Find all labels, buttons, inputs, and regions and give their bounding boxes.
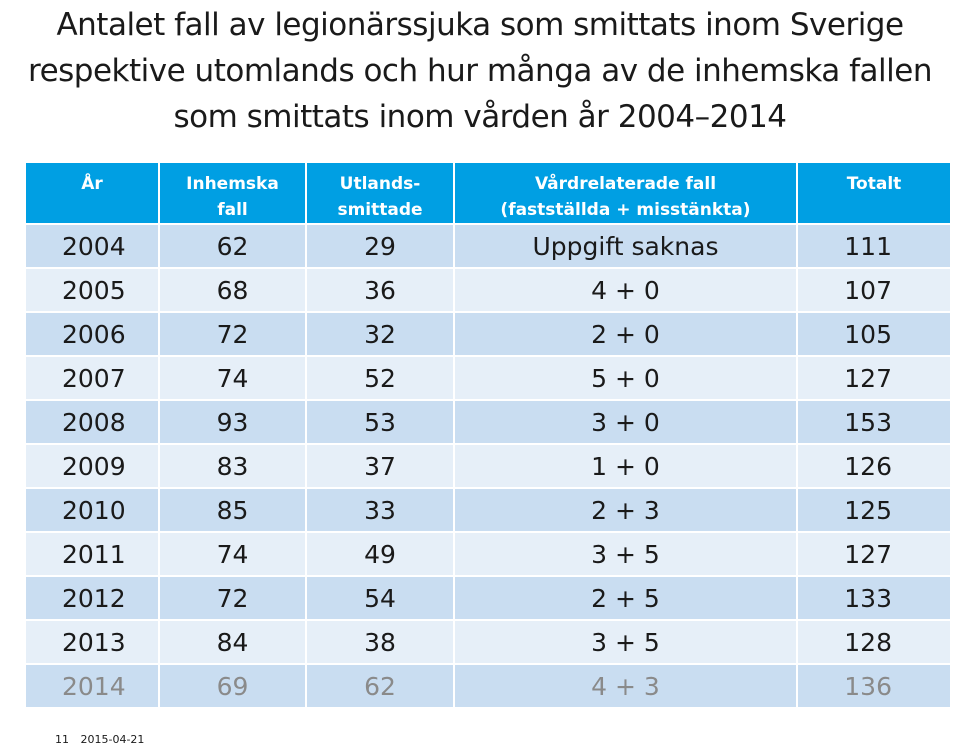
- cell-care-related: 2 + 5: [455, 577, 798, 621]
- cell-total: 128: [798, 621, 950, 665]
- cell-abroad: 54: [307, 577, 455, 621]
- cell-domestic: 69: [160, 665, 307, 709]
- cell-total: 127: [798, 357, 950, 401]
- cell-total: 125: [798, 489, 950, 533]
- cell-year: 2006: [26, 313, 160, 357]
- table-row: 2014 69 62 4 + 3 136: [26, 665, 950, 709]
- cell-domestic: 84: [160, 621, 307, 665]
- cell-abroad: 36: [307, 269, 455, 313]
- cell-domestic: 62: [160, 225, 307, 269]
- cell-total: 105: [798, 313, 950, 357]
- header-abroad: Utlands- smittade: [307, 163, 455, 225]
- cell-domestic: 68: [160, 269, 307, 313]
- table-row: 2010 85 33 2 + 3 125: [26, 489, 950, 533]
- header-domestic: Inhemska fall: [160, 163, 307, 225]
- cell-year: 2012: [26, 577, 160, 621]
- cell-abroad: 53: [307, 401, 455, 445]
- cell-total: 136: [798, 665, 950, 709]
- cell-care-related: 3 + 0: [455, 401, 798, 445]
- cell-year: 2009: [26, 445, 160, 489]
- cell-total: 127: [798, 533, 950, 577]
- table-row: 2013 84 38 3 + 5 128: [26, 621, 950, 665]
- cell-abroad: 62: [307, 665, 455, 709]
- cell-domestic: 74: [160, 357, 307, 401]
- cell-year: 2005: [26, 269, 160, 313]
- cell-care-related: 4 + 3: [455, 665, 798, 709]
- cell-year: 2004: [26, 225, 160, 269]
- cell-care-related: 2 + 0: [455, 313, 798, 357]
- cases-table: År Inhemska fall Utlands- smittade Vårdr…: [26, 163, 950, 709]
- cell-total: 126: [798, 445, 950, 489]
- header-total: Totalt: [798, 163, 950, 225]
- cell-year: 2010: [26, 489, 160, 533]
- cell-domestic: 74: [160, 533, 307, 577]
- title-line-1: Antalet fall av legionärssjuka som smitt…: [56, 7, 904, 43]
- cell-care-related: 1 + 0: [455, 445, 798, 489]
- cell-year: 2007: [26, 357, 160, 401]
- cell-year: 2014: [26, 665, 160, 709]
- cell-care-related: Uppgift saknas: [455, 225, 798, 269]
- cell-abroad: 32: [307, 313, 455, 357]
- cell-year: 2008: [26, 401, 160, 445]
- header-year: År: [26, 163, 160, 225]
- cell-abroad: 37: [307, 445, 455, 489]
- cell-abroad: 33: [307, 489, 455, 533]
- cell-care-related: 3 + 5: [455, 621, 798, 665]
- cell-total: 111: [798, 225, 950, 269]
- table-row: 2004 62 29 Uppgift saknas 111: [26, 225, 950, 269]
- cell-year: 2013: [26, 621, 160, 665]
- table-row: 2007 74 52 5 + 0 127: [26, 357, 950, 401]
- cell-total: 107: [798, 269, 950, 313]
- table-row: 2011 74 49 3 + 5 127: [26, 533, 950, 577]
- header-care-related: Vårdrelaterade fall (fastställda + misst…: [455, 163, 798, 225]
- cell-domestic: 72: [160, 577, 307, 621]
- cell-total: 153: [798, 401, 950, 445]
- cell-year: 2011: [26, 533, 160, 577]
- cell-total: 133: [798, 577, 950, 621]
- cell-abroad: 29: [307, 225, 455, 269]
- title-line-2: respektive utomlands och hur många av de…: [28, 53, 932, 89]
- slide-number: 11: [55, 733, 69, 746]
- cell-care-related: 2 + 3: [455, 489, 798, 533]
- table-row: 2009 83 37 1 + 0 126: [26, 445, 950, 489]
- cell-domestic: 72: [160, 313, 307, 357]
- cell-abroad: 38: [307, 621, 455, 665]
- slide-date: 2015-04-21: [80, 733, 145, 746]
- cell-care-related: 3 + 5: [455, 533, 798, 577]
- table-header-row: År Inhemska fall Utlands- smittade Vårdr…: [26, 163, 950, 225]
- table-row: 2012 72 54 2 + 5 133: [26, 577, 950, 621]
- cell-domestic: 85: [160, 489, 307, 533]
- cell-care-related: 4 + 0: [455, 269, 798, 313]
- cell-abroad: 52: [307, 357, 455, 401]
- table-row: 2006 72 32 2 + 0 105: [26, 313, 950, 357]
- title-line-3: som smittats inom vården år 2004–2014: [173, 99, 787, 135]
- cell-domestic: 83: [160, 445, 307, 489]
- page-title: Antalet fall av legionärssjuka som smitt…: [0, 2, 960, 140]
- table-row: 2008 93 53 3 + 0 153: [26, 401, 950, 445]
- cell-care-related: 5 + 0: [455, 357, 798, 401]
- cell-abroad: 49: [307, 533, 455, 577]
- cell-domestic: 93: [160, 401, 307, 445]
- table-row: 2005 68 36 4 + 0 107: [26, 269, 950, 313]
- slide-footer: 11 2015-04-21: [55, 733, 152, 746]
